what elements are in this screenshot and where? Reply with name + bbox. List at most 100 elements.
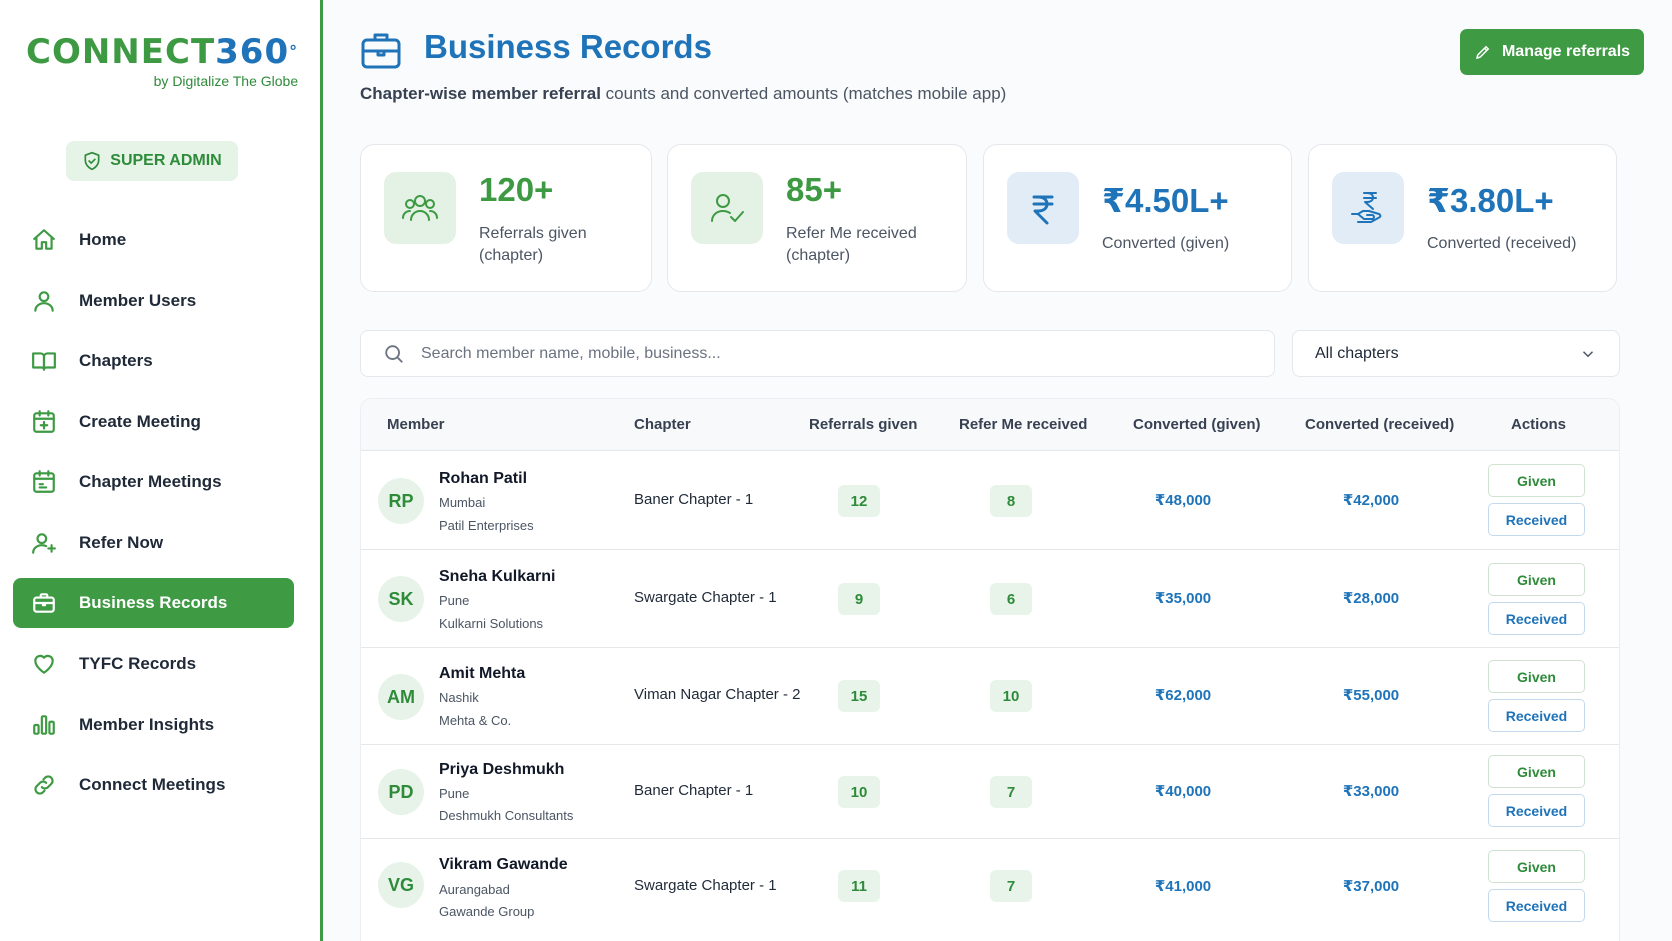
sidebar-item-home[interactable]: Home [13,215,294,265]
stat-icon-box [691,172,763,244]
member-business: Patil Enterprises [439,518,534,533]
member-name[interactable]: Vikram Gawande [439,856,568,873]
calendar-icon [33,470,55,493]
chapter-filter-dropdown[interactable]: All chapters [1292,330,1620,377]
converted-given-amount: ₹48,000 [1154,492,1212,509]
home-icon [33,229,55,250]
member-name[interactable]: Priya Deshmukh [439,761,565,778]
stat-label-line1: Referrals given [479,225,587,242]
sidebar-item-label: Member Insights [79,715,215,734]
stat-label-line2: (chapter) [786,247,851,264]
member-name[interactable]: Rohan Patil [439,470,528,487]
column-header-referrals-given[interactable]: Referrals given [809,416,918,433]
stat-value: ₹4.50L+ [1102,182,1229,219]
sidebar-item-connect-meetings[interactable]: Connect Meetings [13,760,294,810]
referrals-given-count: 11 [838,870,880,902]
member-chapter: Swargate Chapter - 1 [634,589,777,606]
sidebar-item-chapters[interactable]: Chapters [13,336,294,386]
users-icon [402,195,438,221]
table-row: RP Rohan Patil Mumbai Patil Enterprises … [361,451,1619,550]
given-button[interactable]: Given [1488,755,1585,788]
sidebar-item-label: Connect Meetings [79,775,226,794]
page-subtitle-rest: counts and converted amounts (matches mo… [600,84,1007,103]
received-button[interactable]: Received [1488,602,1585,635]
sidebar: CONNECT360° by Digitalize The Globe SUPE… [0,0,323,941]
stat-card-converted-given: ₹4.50L+ Converted (given) [983,144,1292,292]
business-records-table: Member Chapter Referrals given Refer Me … [360,398,1620,941]
sidebar-item-label: Refer Now [79,533,164,552]
bar-chart-icon [33,715,55,735]
member-name[interactable]: Amit Mehta [439,665,526,682]
column-header-member[interactable]: Member [387,416,445,433]
manage-referrals-label: Manage referrals [1501,43,1631,60]
received-button[interactable]: Received [1488,889,1585,922]
logo-wordmark: CONNECT360° [26,33,298,71]
member-city: Aurangabad [439,882,510,897]
column-header-converted-received[interactable]: Converted (received) [1305,416,1455,433]
converted-received-amount: ₹55,000 [1342,687,1400,704]
manage-referrals-button[interactable]: Manage referrals [1460,29,1644,75]
search-icon [385,344,403,363]
referrals-given-count: 12 [838,485,880,517]
role-badge: SUPER ADMIN [66,141,238,181]
sidebar-item-chapter-meetings[interactable]: Chapter Meetings [13,457,294,507]
member-business: Mehta & Co. [439,713,512,728]
member-chapter: Swargate Chapter - 1 [634,877,777,894]
table-row: PD Priya Deshmukh Pune Deshmukh Consulta… [361,745,1619,839]
member-business: Gawande Group [439,904,535,919]
stat-icon-box [384,172,456,244]
received-button[interactable]: Received [1488,503,1585,536]
member-name[interactable]: Sneha Kulkarni [439,568,556,585]
converted-received-amount: ₹28,000 [1342,590,1400,607]
logo-text-connect: CONNECT [26,32,216,72]
refer-me-received-count: 10 [990,680,1032,712]
refer-me-received-count: 7 [990,870,1032,902]
rupee-hand-icon [1351,192,1382,223]
user-icon [34,291,54,312]
member-business: Kulkarni Solutions [439,616,544,631]
converted-received-amount: ₹42,000 [1342,492,1400,509]
sidebar-item-member-insights[interactable]: Member Insights [13,700,294,750]
sidebar-item-tyfc-records[interactable]: TYFC Records [13,639,294,689]
sidebar-item-label: Home [79,230,127,249]
table-row: AM Amit Mehta Nashik Mehta & Co. Viman N… [361,648,1619,745]
received-button[interactable]: Received [1488,794,1585,827]
given-button[interactable]: Given [1488,464,1585,497]
stat-label-line2: (chapter) [479,247,544,264]
chevron-down-icon [1582,350,1594,357]
sidebar-item-label: Chapters [79,351,153,370]
sidebar-item-member-users[interactable]: Member Users [13,276,294,326]
stat-label: Converted (given) [1102,235,1230,252]
role-badge-label: SUPER ADMIN [110,152,222,169]
received-button[interactable]: Received [1488,699,1585,732]
avatar: PD [378,769,424,815]
column-header-refer-me-received[interactable]: Refer Me received [959,416,1088,433]
logo-tagline: by Digitalize The Globe [153,73,299,89]
brand-logo[interactable]: CONNECT360° by Digitalize The Globe [26,33,298,89]
referrals-given-count: 10 [838,776,880,808]
given-button[interactable]: Given [1488,850,1585,883]
avatar: RP [378,478,424,524]
sidebar-item-create-meeting[interactable]: Create Meeting [13,397,294,447]
column-header-chapter[interactable]: Chapter [634,416,691,433]
member-city: Pune [439,593,470,608]
referrals-given-count: 15 [838,680,880,712]
search-box [360,330,1275,377]
logo-degree-mark: ° [289,42,299,61]
given-button[interactable]: Given [1488,660,1585,693]
sidebar-item-label: Chapter Meetings [79,472,222,491]
converted-received-amount: ₹33,000 [1342,783,1400,800]
sidebar-item-business-records[interactable]: Business Records [13,578,294,628]
stat-label: Referrals given (chapter) [479,223,587,267]
sidebar-item-label: Business Records [79,593,228,612]
column-header-converted-given[interactable]: Converted (given) [1133,416,1261,433]
given-button[interactable]: Given [1488,563,1585,596]
sidebar-item-refer-now[interactable]: Refer Now [13,518,294,568]
stat-icon-box [1332,172,1404,244]
member-city: Mumbai [439,495,486,510]
table-header: Member Chapter Referrals given Refer Me … [361,399,1619,451]
book-icon [32,352,56,371]
search-input[interactable] [421,344,1201,363]
stat-label: Converted (received) [1427,235,1577,252]
page-subtitle: Chapter-wise member referral counts and … [360,84,1006,104]
